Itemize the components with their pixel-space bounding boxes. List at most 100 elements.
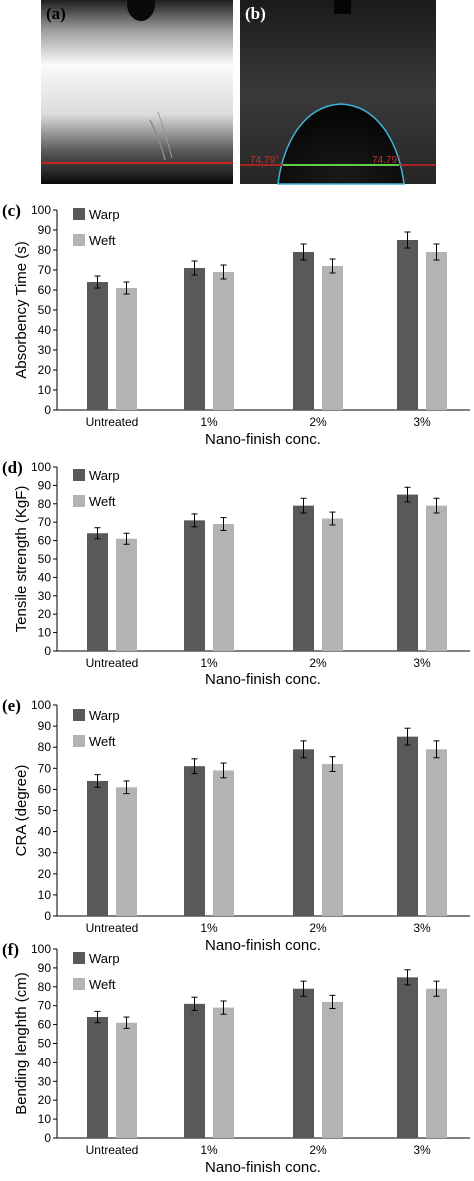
y-tick-label: 70 [38, 263, 52, 277]
photo-b-needle [334, 0, 351, 14]
panel-label: (f) [2, 940, 19, 959]
x-category-label: 3% [413, 921, 431, 935]
y-tick-label: 0 [44, 403, 51, 417]
chart-e: (e) 0 10 20 30 40 50 60 70 80 90 100 Untreated 1% 2% 3%… [2, 696, 470, 954]
y-axis-title: Bending lenghth (cm) [13, 972, 30, 1115]
y-tick-label: 40 [38, 825, 52, 839]
bar-warp [184, 520, 205, 651]
y-tick-label: 70 [38, 515, 52, 529]
x-category-label: 2% [309, 1143, 327, 1157]
bar-warp [293, 749, 314, 916]
legend-label-weft: Weft [89, 494, 116, 509]
y-tick-label: 80 [38, 243, 52, 257]
bar-weft [322, 266, 343, 410]
legend-swatch-warp [73, 709, 85, 721]
chart-d: (d) 0 10 20 30 40 50 60 70 80 90 100 Untreated 1% 2% 3%… [2, 458, 470, 688]
photo-a-droplet [127, 0, 155, 21]
panel-label: (c) [2, 201, 21, 220]
legend-label-warp: Warp [89, 468, 120, 483]
x-category-label: Untreated [86, 656, 139, 670]
bar-warp [293, 252, 314, 410]
y-tick-label: 60 [38, 782, 52, 796]
photo-b-label: (b) [245, 4, 266, 23]
y-tick-label: 40 [38, 1055, 52, 1069]
y-tick-label: 20 [38, 867, 52, 881]
y-tick-label: 20 [38, 1093, 52, 1107]
bar-warp [184, 1003, 205, 1138]
y-tick-label: 70 [38, 999, 52, 1013]
x-axis-title: Nano-finish conc. [205, 937, 321, 954]
y-tick-label: 80 [38, 497, 52, 511]
bar-warp [397, 736, 418, 916]
x-category-label: Untreated [86, 921, 139, 935]
bar-warp [293, 988, 314, 1138]
x-axis-title: Nano-finish conc. [205, 1159, 321, 1176]
x-category-label: 3% [413, 415, 431, 429]
bar-weft [116, 787, 137, 916]
y-tick-label: 50 [38, 1037, 52, 1051]
y-tick-label: 50 [38, 303, 52, 317]
y-axis-title: Absorbency Time (s) [13, 241, 30, 379]
bar-warp [87, 282, 108, 410]
bar-warp [87, 780, 108, 916]
y-tick-label: 30 [38, 343, 52, 357]
legend-label-warp: Warp [89, 951, 120, 966]
y-tick-label: 30 [38, 846, 52, 860]
bar-weft [116, 538, 137, 651]
y-tick-label: 60 [38, 534, 52, 548]
legend-label-weft: Weft [89, 734, 116, 749]
legend-swatch-warp [73, 208, 85, 220]
y-axis-title: CRA (degree) [13, 765, 30, 857]
y-tick-label: 90 [38, 223, 52, 237]
x-axis-title: Nano-finish conc. [205, 671, 321, 688]
y-tick-label: 50 [38, 804, 52, 818]
bar-warp [397, 977, 418, 1138]
x-category-label: 3% [413, 1143, 431, 1157]
bar-warp [184, 766, 205, 916]
legend-swatch-warp [73, 952, 85, 964]
x-category-label: 2% [309, 656, 327, 670]
x-category-label: 2% [309, 415, 327, 429]
bar-weft [213, 1007, 234, 1138]
x-category-label: 2% [309, 921, 327, 935]
bar-warp [293, 505, 314, 651]
x-axis-title: Nano-finish conc. [205, 431, 321, 448]
legend-swatch-weft [73, 978, 85, 990]
bar-weft [426, 988, 447, 1138]
bar-weft [213, 524, 234, 651]
photo-a: (a) [41, 0, 233, 184]
bar-warp [397, 240, 418, 410]
photo-b-angle-right: 74.79° [372, 155, 401, 166]
y-tick-label: 30 [38, 589, 52, 603]
y-tick-label: 90 [38, 961, 52, 975]
y-tick-label: 10 [38, 626, 52, 640]
x-category-label: 1% [200, 656, 218, 670]
bar-weft [426, 505, 447, 651]
y-tick-label: 10 [38, 1112, 52, 1126]
bar-warp [184, 268, 205, 410]
panel-label: (e) [2, 696, 21, 715]
legend-swatch-weft [73, 495, 85, 507]
bar-weft [426, 749, 447, 916]
y-tick-label: 10 [38, 888, 52, 902]
bar-warp [397, 494, 418, 651]
y-tick-label: 20 [38, 363, 52, 377]
bar-weft [116, 288, 137, 410]
x-category-label: 3% [413, 656, 431, 670]
y-axis-title: Tensile strength (KgF) [13, 486, 30, 633]
legend-swatch-warp [73, 469, 85, 481]
y-tick-label: 50 [38, 552, 52, 566]
y-tick-label: 100 [31, 698, 51, 712]
legend-label-warp: Warp [89, 207, 120, 222]
y-tick-label: 0 [44, 644, 51, 658]
y-tick-label: 60 [38, 283, 52, 297]
x-category-label: 1% [200, 1143, 218, 1157]
legend-swatch-weft [73, 234, 85, 246]
y-tick-label: 70 [38, 761, 52, 775]
bar-weft [322, 518, 343, 651]
photo-a-fiber-mark [149, 119, 166, 161]
bar-weft [322, 764, 343, 916]
y-tick-label: 0 [44, 909, 51, 923]
